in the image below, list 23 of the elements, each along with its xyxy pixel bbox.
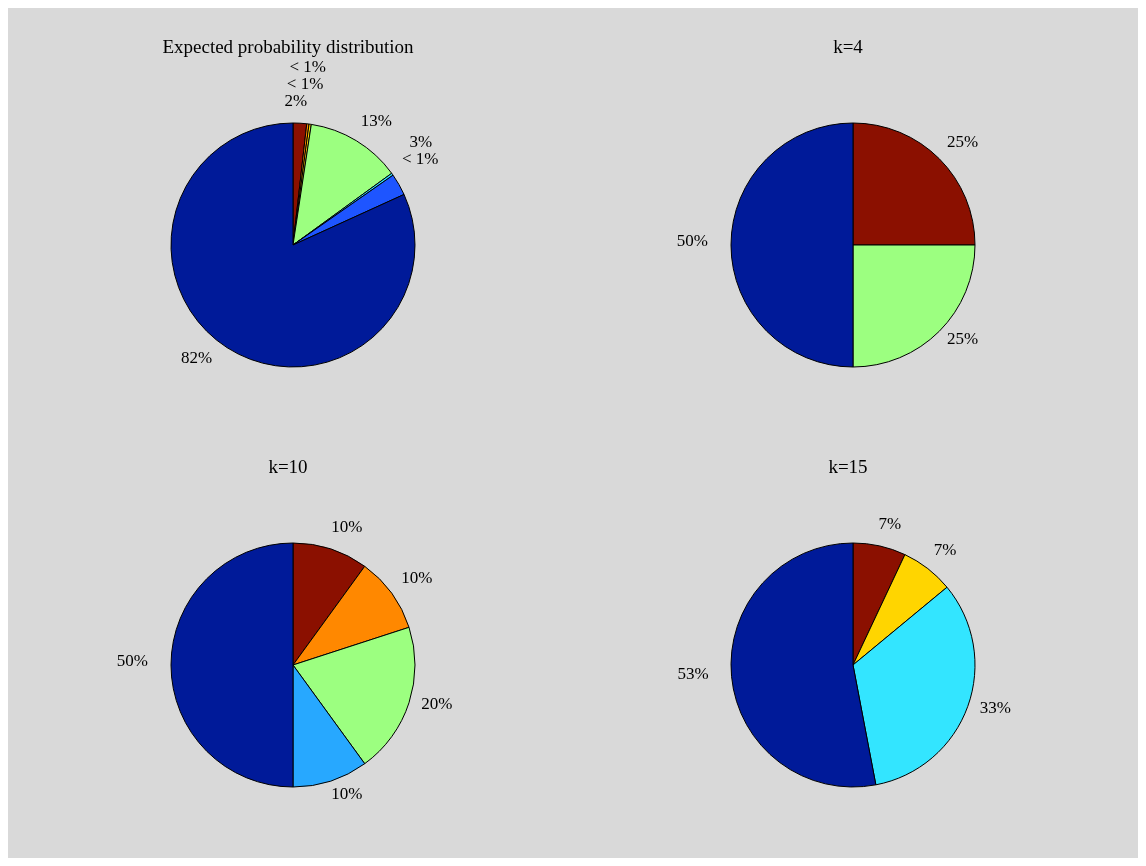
data-label: < 1% [286,73,324,93]
data-label: 53% [677,663,709,683]
data-label: 25% [946,329,979,349]
data-label: 33% [979,697,1011,717]
data-label: 13% [360,110,392,130]
data-label: < 1% [289,56,326,76]
data-label: 10% [331,783,363,803]
data-label: < 1% [402,149,439,169]
chart-title: k=15 [827,456,869,478]
data-label: 20% [421,693,453,713]
data-label: 3% [409,132,433,152]
chart-title: Expected probability distribution [161,36,415,58]
data-label: 50% [676,230,708,250]
chart-title: k=10 [267,456,309,478]
data-label: 2% [284,90,308,110]
chart-title: k=4 [832,36,864,58]
data-label: 25% [946,131,979,151]
data-label: 82% [181,348,213,368]
data-label: 50% [116,650,148,670]
data-label: 10% [331,517,363,537]
data-label: 10% [401,568,433,588]
data-label: 7% [933,539,957,559]
data-label: 7% [878,513,902,533]
